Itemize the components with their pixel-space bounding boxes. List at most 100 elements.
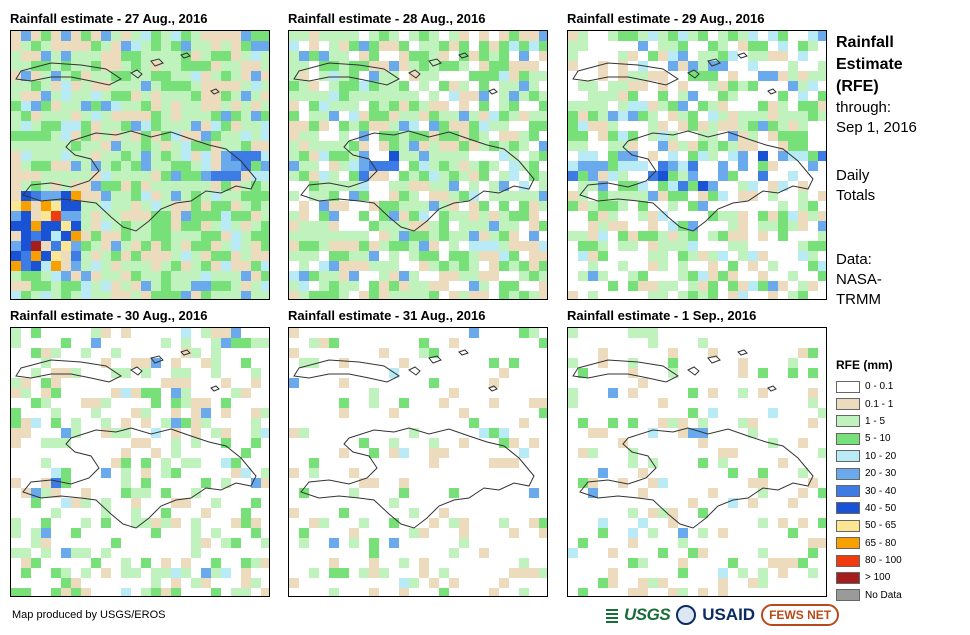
rainfall-cell xyxy=(678,558,688,568)
rainfall-cell xyxy=(778,201,788,211)
rainfall-cell xyxy=(678,418,688,428)
rainfall-cell xyxy=(798,101,808,111)
rainfall-cell xyxy=(499,121,509,131)
rainfall-cell xyxy=(21,211,31,221)
rainfall-cell xyxy=(41,538,51,548)
rainfall-cell xyxy=(379,241,389,251)
rainfall-cell xyxy=(221,81,231,91)
rainfall-cell xyxy=(251,518,261,528)
rainfall-cell xyxy=(529,291,539,299)
rainfall-cell xyxy=(369,261,379,271)
rainfall-cell xyxy=(798,281,808,291)
rainfall-cell xyxy=(678,241,688,251)
rainfall-cell xyxy=(171,398,181,408)
rainfall-cell xyxy=(191,31,201,41)
rainfall-cell xyxy=(231,221,241,231)
rainfall-cell xyxy=(101,81,111,91)
rainfall-cell xyxy=(161,518,171,528)
rainfall-cell xyxy=(389,211,399,221)
rainfall-cell xyxy=(718,51,728,61)
rainfall-cell xyxy=(399,358,409,368)
rainfall-cell xyxy=(231,458,241,468)
rainfall-cell xyxy=(181,558,191,568)
rainfall-cell xyxy=(11,51,21,61)
rainfall-cell xyxy=(788,171,798,181)
rainfall-cell xyxy=(221,438,231,448)
rainfall-cell xyxy=(161,291,171,299)
rainfall-cell xyxy=(429,458,439,468)
rainfall-cell xyxy=(21,291,31,299)
rainfall-cell xyxy=(489,378,499,388)
rainfall-cell xyxy=(121,111,131,121)
rainfall-cell xyxy=(409,508,419,518)
rainfall-cell xyxy=(11,588,21,596)
rainfall-cell xyxy=(509,101,519,111)
rainfall-cell xyxy=(171,378,181,388)
rainfall-cell xyxy=(101,328,111,338)
rainfall-cell xyxy=(439,261,449,271)
rainfall-cell xyxy=(71,201,81,211)
rainfall-cell xyxy=(221,191,231,201)
rainfall-cell xyxy=(718,578,728,588)
rainfall-cell xyxy=(648,578,658,588)
rainfall-cell xyxy=(369,41,379,51)
rainfall-cell xyxy=(251,81,261,91)
rainfall-cell xyxy=(221,231,231,241)
rainfall-cell xyxy=(81,488,91,498)
rainfall-cell xyxy=(818,408,826,418)
rainfall-cell xyxy=(91,191,101,201)
rainfall-cell xyxy=(369,281,379,291)
rainfall-cell xyxy=(141,71,151,81)
rainfall-cell xyxy=(459,191,469,201)
rainfall-cell xyxy=(349,191,359,201)
rainfall-cell xyxy=(231,121,241,131)
rainfall-cell xyxy=(439,151,449,161)
rainfall-cell xyxy=(61,61,71,71)
rainfall-cell xyxy=(251,261,261,271)
rainfall-cell xyxy=(628,91,638,101)
rainfall-cell xyxy=(51,161,61,171)
rainfall-cell xyxy=(668,358,678,368)
rainfall-cell xyxy=(171,568,181,578)
rainfall-cell xyxy=(399,51,409,61)
rainfall-cell xyxy=(688,61,698,71)
rainfall-cell xyxy=(51,281,61,291)
rainfall-cell xyxy=(11,141,21,151)
rainfall-cell xyxy=(289,251,299,261)
rainfall-cell xyxy=(31,538,41,548)
rainfall-cell xyxy=(429,171,439,181)
rainfall-cell xyxy=(788,221,798,231)
rainfall-cell xyxy=(251,378,261,388)
rainfall-cell xyxy=(261,101,269,111)
rainfall-cell xyxy=(101,131,111,141)
rainfall-cell xyxy=(459,161,469,171)
rainfall-cell xyxy=(808,368,818,378)
rainfall-cell xyxy=(818,241,826,251)
rainfall-cell xyxy=(618,161,628,171)
rainfall-cell xyxy=(81,261,91,271)
rainfall-cell xyxy=(201,538,211,548)
rainfall-cell xyxy=(638,578,648,588)
rainfall-cell xyxy=(578,161,588,171)
rainfall-cell xyxy=(359,241,369,251)
rainfall-cell xyxy=(758,548,768,558)
rainfall-cell xyxy=(31,251,41,261)
rainfall-cell xyxy=(141,418,151,428)
rainfall-cell xyxy=(429,91,439,101)
rainfall-cell xyxy=(818,91,826,101)
rainfall-cell xyxy=(221,61,231,71)
rainfall-cell xyxy=(329,568,339,578)
rainfall-cell xyxy=(628,368,638,378)
rainfall-cell xyxy=(181,291,191,299)
rainfall-cell xyxy=(221,408,231,418)
rainfall-cell xyxy=(369,548,379,558)
rainfall-cell xyxy=(319,261,329,271)
hispaniola-coastline xyxy=(579,130,814,232)
rainfall-cell xyxy=(231,111,241,121)
rainfall-cell xyxy=(618,101,628,111)
rainfall-cell xyxy=(141,271,151,281)
rainfall-cell xyxy=(319,201,329,211)
rainfall-cell xyxy=(71,31,81,41)
rainfall-cell xyxy=(568,121,578,131)
rainfall-cell xyxy=(419,528,429,538)
